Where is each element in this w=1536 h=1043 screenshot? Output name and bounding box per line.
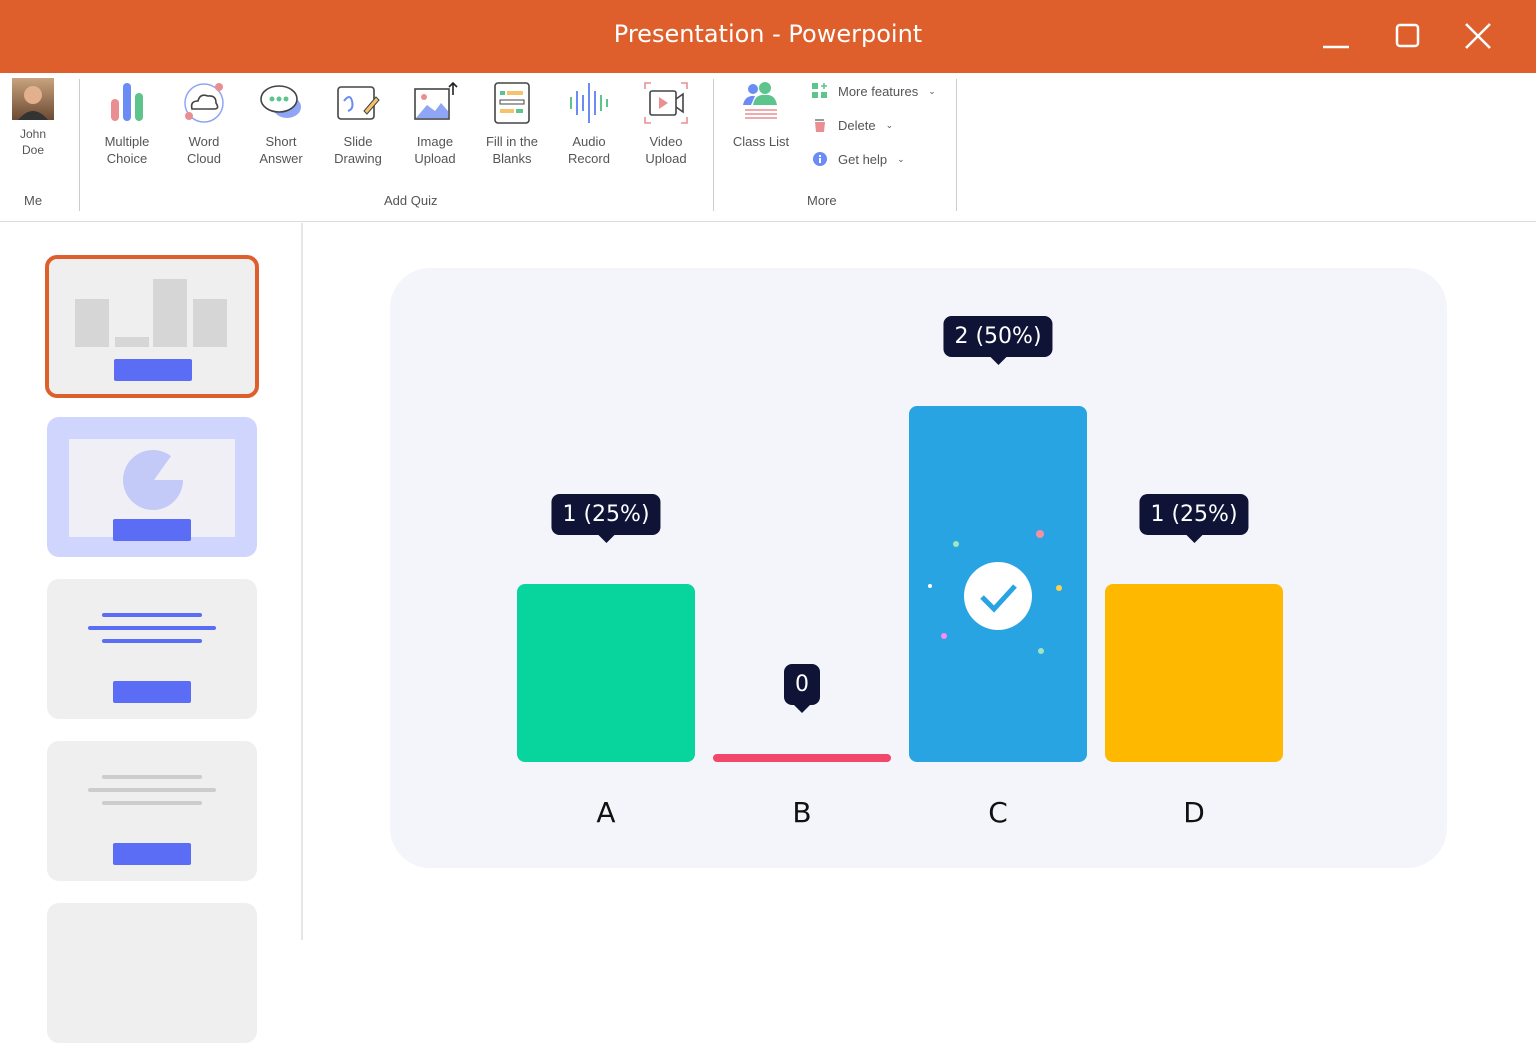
bar-d: [1105, 584, 1283, 762]
image-upload-icon: [414, 81, 458, 120]
tool-label: Blanks: [492, 151, 532, 166]
class-list-button[interactable]: Class List: [724, 79, 798, 150]
maximize-button[interactable]: [1389, 18, 1425, 54]
tool-label: Word: [188, 134, 220, 149]
info-icon: [813, 152, 827, 166]
chevron-down-icon: ⌄: [928, 85, 936, 96]
tool-label: Multiple: [104, 134, 150, 149]
more-features-dropdown[interactable]: More features ⌄: [812, 83, 936, 99]
slide-thumbnail-1[interactable]: [45, 255, 259, 398]
slide-panel: [0, 223, 303, 1043]
word-cloud-button[interactable]: Word Cloud: [167, 79, 241, 167]
audio-wave-icon: [570, 83, 608, 123]
audio-record-button[interactable]: Audio Record: [552, 79, 626, 167]
bar-value-label: 2 (50%): [943, 316, 1053, 365]
tool-label: Short: [265, 134, 297, 149]
get-help-dropdown[interactable]: Get help ⌄: [812, 151, 905, 167]
chevron-down-icon: ⌄: [897, 153, 905, 164]
short-answer-button[interactable]: Short Answer: [244, 79, 318, 167]
tool-label: Choice: [106, 151, 148, 166]
title-bar: Presentation - Powerpoint: [0, 0, 1536, 73]
delete-label: Delete: [838, 117, 876, 133]
user-last-name: Doe: [21, 143, 44, 157]
tool-label: Slide: [343, 134, 373, 149]
slide-drawing-button[interactable]: Slide Drawing: [321, 79, 395, 167]
image-upload-button[interactable]: Image Upload: [398, 79, 472, 167]
group-label-me: Me: [24, 193, 43, 208]
slide-thumbnail-2[interactable]: [47, 417, 257, 557]
minimize-button[interactable]: [1318, 18, 1354, 54]
slide-thumbnail-4[interactable]: [47, 741, 257, 881]
tool-label: Image: [416, 134, 454, 149]
bar-value-label: 1 (25%): [551, 494, 661, 543]
class-list-icon: [743, 82, 777, 119]
bar-b: [713, 754, 891, 762]
category-label: A: [596, 796, 616, 829]
bar-value-label: 1 (25%): [1139, 494, 1249, 543]
bar-chart-icon: [111, 83, 143, 121]
bar-value-label: 0: [784, 664, 820, 713]
trash-icon: [815, 119, 825, 132]
tool-label: Answer: [259, 151, 303, 166]
correct-check-icon: [928, 530, 1062, 654]
chat-bubble-icon: [260, 85, 301, 118]
slide-thumbnail-5[interactable]: [47, 903, 257, 1043]
avatar[interactable]: [12, 78, 54, 120]
group-label-add-quiz: Add Quiz: [384, 193, 438, 208]
fill-blanks-icon: [494, 82, 530, 124]
tool-label: Upload: [414, 151, 456, 166]
user-first-name: John: [19, 127, 47, 141]
window-title: Presentation - Powerpoint: [613, 20, 923, 48]
bar-c: [909, 406, 1087, 762]
fill-in-the-blanks-button[interactable]: Fill in the Blanks: [475, 79, 549, 167]
more-features-label: More features: [838, 83, 919, 99]
divider: [956, 79, 957, 211]
video-icon: [644, 82, 688, 124]
bar-a: [517, 584, 695, 762]
close-button[interactable]: [1460, 18, 1496, 54]
tool-label: Video: [649, 134, 683, 149]
multiple-choice-button[interactable]: Multiple Choice: [90, 79, 164, 167]
tool-label: Audio: [572, 134, 606, 149]
group-label-more: More: [807, 193, 837, 208]
drawing-icon: [337, 86, 380, 120]
tool-label: Record: [568, 151, 610, 166]
get-help-label: Get help: [838, 151, 888, 167]
video-upload-button[interactable]: Video Upload: [629, 79, 703, 167]
slide-thumbnail-3[interactable]: [47, 579, 257, 719]
divider: [713, 79, 714, 211]
chevron-down-icon: ⌄: [885, 119, 894, 130]
grid-plus-icon: [812, 83, 827, 98]
tool-label: Drawing: [334, 151, 382, 166]
delete-dropdown[interactable]: Delete ⌄: [812, 117, 893, 133]
ribbon: John Doe Me Multiple Choice Word Cloud Sho…: [0, 73, 1536, 222]
tool-label: Class List: [732, 134, 790, 149]
category-label: B: [792, 796, 812, 829]
results-chart-card: 1 (25%) A 0 B 2 (50%) C 1 (25%) D: [390, 268, 1447, 868]
category-label: C: [988, 796, 1008, 829]
divider: [79, 79, 80, 211]
tool-label: Fill in the: [485, 134, 539, 149]
category-label: D: [1183, 796, 1205, 829]
tool-label: Cloud: [187, 151, 221, 166]
cloud-icon: [184, 83, 224, 123]
tool-label: Upload: [645, 151, 687, 166]
